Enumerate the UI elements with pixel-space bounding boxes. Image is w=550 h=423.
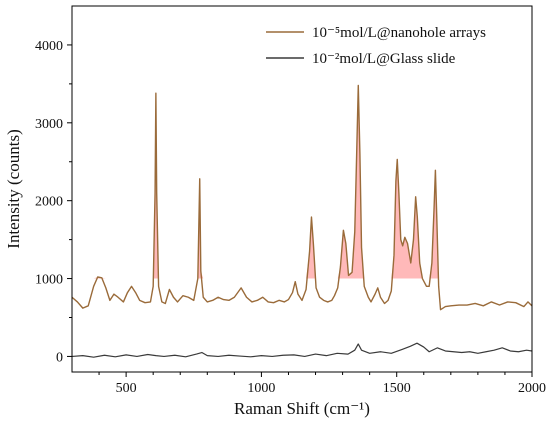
series-1-group [72,84,532,311]
y-tick-label: 1000 [35,273,63,288]
series-1-line [72,84,532,311]
y-axis-label: Intensity (counts) [4,129,23,248]
legend-label-2: 10⁻²mol/L@Glass slide [312,51,456,67]
plot-frame [71,5,533,373]
y-tick-label: 4000 [35,39,63,54]
legend: 10⁻⁵mol/L@nanohole arrays 10⁻²mol/L@Glass… [266,25,486,67]
x-tick-label: 2000 [518,381,546,396]
y-tick-label: 0 [56,350,63,365]
x-tick-label: 1000 [247,381,275,396]
legend-label-1: 10⁻⁵mol/L@nanohole arrays [312,25,486,41]
y-tick-label: 2000 [35,195,63,210]
x-axis-label: Raman Shift (cm⁻¹) [234,399,370,418]
axes: 500 1000 1500 2000 0 1000 2000 3000 4000 Raman Sh… [4,5,546,418]
series-2-line [72,342,532,358]
plot-area [72,84,532,358]
y-tick-label: 3000 [35,117,63,132]
series-1-peak-fill [72,85,532,279]
x-tick-label: 1500 [383,381,411,396]
series-2-group [72,342,532,358]
x-tick-label: 500 [116,381,137,396]
